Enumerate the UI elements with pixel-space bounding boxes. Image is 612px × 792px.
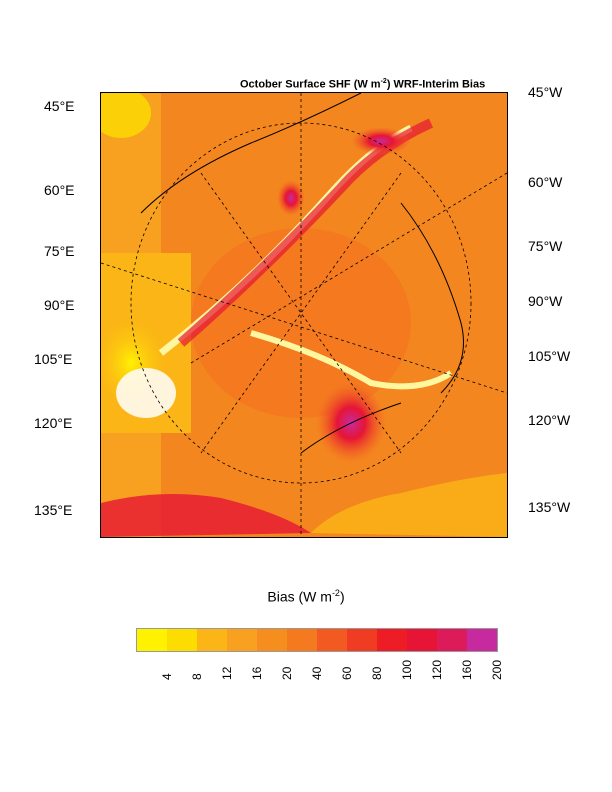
colorbar-box — [197, 629, 227, 651]
colorbar-label: 160 — [460, 659, 474, 680]
right-label-45w: 45°W — [528, 84, 563, 100]
colorbar-label: 12 — [220, 666, 234, 680]
right-label-75w: 75°W — [528, 238, 563, 254]
right-label-90w: 90°W — [528, 293, 563, 309]
colorbar-box — [137, 629, 167, 651]
left-label-105e: 105°E — [34, 351, 73, 367]
left-label-135e: 135°E — [34, 502, 73, 518]
right-label-105w: 105°W — [528, 348, 571, 364]
colorbar-box — [167, 629, 197, 651]
colorbar-label: 60 — [340, 666, 354, 680]
colorbar-label: 80 — [370, 666, 384, 680]
colorbar-box — [287, 629, 317, 651]
bias-field — [101, 93, 507, 537]
map-title: October Surface SHF (W m-2) WRF-Interim … — [240, 78, 486, 91]
colorbar-box — [227, 629, 257, 651]
colorbar-title: Bias (W m-2) — [267, 588, 345, 605]
colorbar-box — [437, 629, 467, 651]
colorbar-box — [407, 629, 437, 651]
colorbar-box — [377, 629, 407, 651]
colorbar-label: 200 — [490, 659, 504, 680]
right-label-120w: 120°W — [528, 412, 571, 428]
colorbar-label: 100 — [400, 659, 414, 680]
left-label-60e: 60°E — [44, 182, 75, 198]
colorbar-box — [317, 629, 347, 651]
colorbar-label: 120 — [430, 659, 444, 680]
colorbar-label: 40 — [310, 666, 324, 680]
bias-map — [100, 92, 508, 538]
left-label-45e: 45°E — [44, 98, 75, 114]
colorbar-label: 4 — [160, 673, 174, 680]
colorbar-label: 20 — [280, 666, 294, 680]
right-label-135w: 135°W — [528, 499, 571, 515]
colorbar-box — [467, 629, 497, 651]
colorbar-label: 16 — [250, 666, 264, 680]
colorbar-label: 8 — [190, 673, 204, 680]
colorbar-box — [347, 629, 377, 651]
colorbar — [136, 628, 498, 652]
left-label-75e: 75°E — [44, 243, 75, 259]
right-label-60w: 60°W — [528, 174, 563, 190]
left-label-90e: 90°E — [44, 297, 75, 313]
left-label-120e: 120°E — [34, 415, 73, 431]
colorbar-box — [257, 629, 287, 651]
